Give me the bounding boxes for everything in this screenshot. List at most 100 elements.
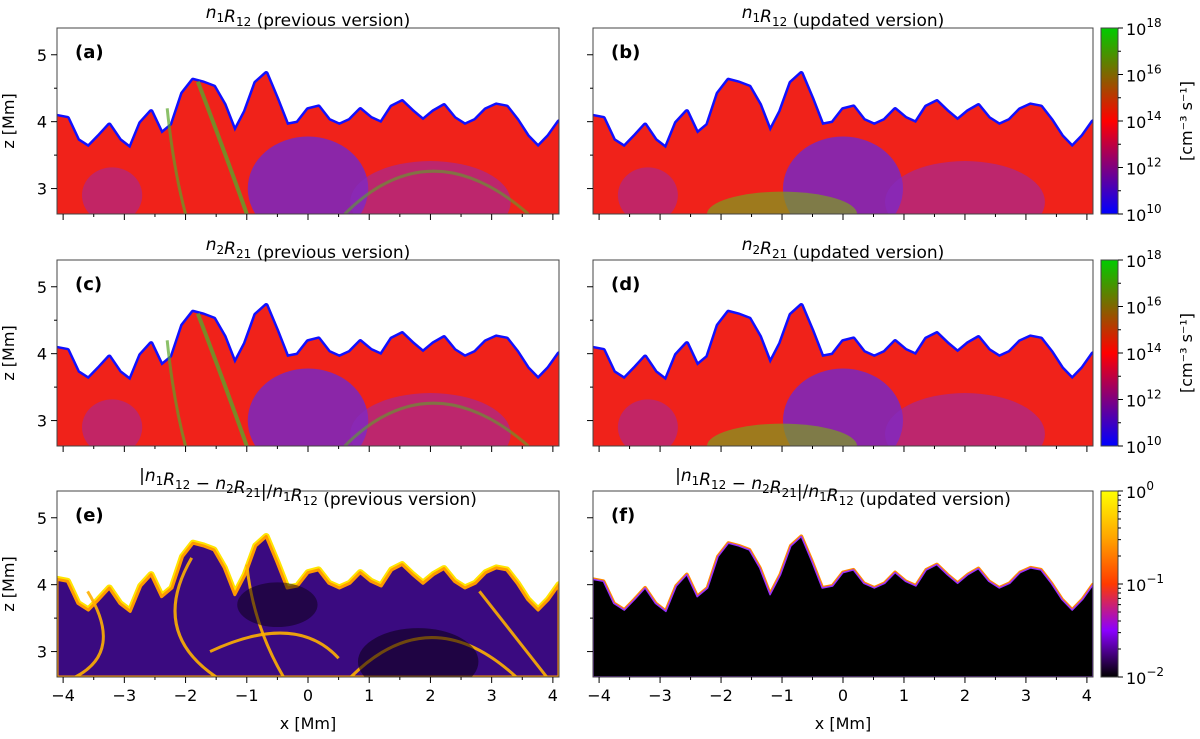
y-tick-label: 5 xyxy=(37,46,47,65)
colorbar-ratio: 10−2 10−1 100 xyxy=(1100,479,1164,688)
x-tick-label: −1 xyxy=(235,686,259,705)
cool-region xyxy=(81,167,143,214)
colorbar-tick-label: 1014 xyxy=(1126,341,1162,364)
x-tick-label: 4 xyxy=(1082,686,1092,705)
ratio-filament xyxy=(173,557,218,677)
colorbar-unit-label: [cm⁻³ s⁻¹] xyxy=(1177,313,1196,393)
heatmap xyxy=(57,303,559,446)
colorbar-tick-label: 10−2 xyxy=(1126,665,1164,688)
x-axis-label: x [Mm] xyxy=(280,714,336,733)
colorbar-tick-label: 10−1 xyxy=(1126,572,1164,595)
x-tick-label: −2 xyxy=(709,686,733,705)
x-tick-label: 1 xyxy=(364,686,374,705)
y-axis-label: z [Mm] xyxy=(0,556,18,611)
colorbar-gradient xyxy=(1100,27,1119,215)
x-tick-label: 4 xyxy=(548,686,558,705)
colorbar-tick-label: 1010 xyxy=(1126,202,1162,225)
x-tick-label: 3 xyxy=(487,686,497,705)
x-tick-label: 0 xyxy=(303,686,313,705)
panel-label: (c) xyxy=(75,274,102,295)
colorbar-tick-label: 1010 xyxy=(1126,434,1162,457)
cool-region xyxy=(350,161,511,214)
x-tick-label: −3 xyxy=(648,686,672,705)
cool-region xyxy=(783,368,903,446)
green-filament xyxy=(195,80,249,214)
green-filament xyxy=(343,401,530,446)
green-filament xyxy=(707,191,858,214)
x-tick-label: −1 xyxy=(770,686,794,705)
colorbar-tick-label: 1012 xyxy=(1126,388,1162,411)
y-tick-label: 4 xyxy=(37,576,47,595)
colorbar-tick-label: 1018 xyxy=(1126,248,1162,271)
y-tick-label: 3 xyxy=(37,643,47,662)
heatmap xyxy=(57,533,559,677)
panel-label: (f) xyxy=(611,505,635,526)
cool-region xyxy=(350,393,511,446)
colorbar-rates: 1010 1012 1014 1016 1018 [cm⁻³ s⁻¹] xyxy=(1100,16,1196,225)
green-filament xyxy=(343,169,530,214)
cool-region xyxy=(884,393,1045,446)
green-filament xyxy=(195,312,249,446)
panel-title: n1R12 (previous version) xyxy=(206,3,411,31)
panel-title: n2R21 (updated version) xyxy=(742,235,945,263)
y-tick-label: 5 xyxy=(37,509,47,528)
x-tick-label: 2 xyxy=(425,686,435,705)
panel-label: (d) xyxy=(611,274,640,295)
panel-label: (e) xyxy=(75,505,104,526)
colorbar-unit-label: [cm⁻³ s⁻¹] xyxy=(1177,81,1196,161)
cool-region xyxy=(81,399,143,446)
panel-label: (a) xyxy=(75,42,104,63)
x-tick-label: 3 xyxy=(1021,686,1031,705)
y-axis-label: z [Mm] xyxy=(0,93,18,148)
x-tick-label: 2 xyxy=(960,686,970,705)
colorbar-tick-label: 1016 xyxy=(1126,295,1162,318)
panel-e: −4 −3 −2 −1 0 1 2 3 4 3 4 5 (e) |n1R12 − n2R21|/n1R12… xyxy=(0,466,560,733)
panel-a: 3 4 5 (a) n1R12 (previous version) z [Mm] xyxy=(0,3,560,220)
cool-region xyxy=(783,136,903,214)
panel-title: n2R21 (previous version) xyxy=(206,235,411,263)
x-axis-label: x [Mm] xyxy=(815,714,871,733)
colorbar-rates: 1010 1012 1014 1016 1018 [cm⁻³ s⁻¹] xyxy=(1100,248,1196,457)
dark-region xyxy=(237,582,318,628)
x-tick-label: −4 xyxy=(587,686,611,705)
panel-label: (b) xyxy=(611,42,640,63)
panel-title: |n1R12 − n2R21|/n1R12 (updated version) xyxy=(675,466,1011,510)
colorbar-tick-label: 1014 xyxy=(1126,109,1162,132)
panel-title: n1R12 (updated version) xyxy=(742,3,945,31)
panel-b: (b) n1R12 (updated version) xyxy=(587,3,1094,220)
heatmap xyxy=(593,534,1093,677)
panel-title: |n1R12 − n2R21|/n1R12 (previous version) xyxy=(139,466,477,510)
cool-region xyxy=(617,399,678,446)
x-tick-label: −4 xyxy=(51,686,75,705)
x-tick-label: −3 xyxy=(113,686,137,705)
cool-region xyxy=(247,368,369,446)
y-tick-label: 3 xyxy=(37,412,47,431)
heatmap xyxy=(57,71,559,214)
x-tick-label: 0 xyxy=(838,686,848,705)
colorbar-gradient xyxy=(1100,259,1119,447)
cool-region xyxy=(884,161,1045,214)
colorbar-tick-label: 1012 xyxy=(1126,156,1162,179)
y-tick-label: 3 xyxy=(37,180,47,199)
green-filament xyxy=(165,340,188,446)
heatmap xyxy=(593,71,1093,214)
y-axis-label: z [Mm] xyxy=(0,325,18,380)
ratio-filament xyxy=(478,590,548,677)
green-filament xyxy=(165,108,188,214)
colorbar-tick-label: 1016 xyxy=(1126,63,1162,86)
panel-f: −4 −3 −2 −1 0 1 2 3 4 (f) |n1R12 − n2R21|/n1R12 (u… xyxy=(587,466,1094,733)
x-tick-label: 1 xyxy=(899,686,909,705)
colorbar-tick-label: 1018 xyxy=(1126,16,1162,39)
y-tick-label: 5 xyxy=(37,278,47,297)
ratio-filament xyxy=(74,590,105,677)
heatmap xyxy=(593,303,1093,446)
colorbar-tick-label: 100 xyxy=(1126,479,1154,502)
dark-region xyxy=(357,628,479,677)
panel-c: 3 4 5 (c) n2R21 (previous version) z [Mm] xyxy=(0,235,560,452)
cool-region xyxy=(247,136,369,214)
cool-region xyxy=(617,167,678,214)
y-tick-label: 4 xyxy=(37,113,47,132)
y-tick-label: 4 xyxy=(37,345,47,364)
panel-d: (d) n2R21 (updated version) xyxy=(587,235,1094,452)
